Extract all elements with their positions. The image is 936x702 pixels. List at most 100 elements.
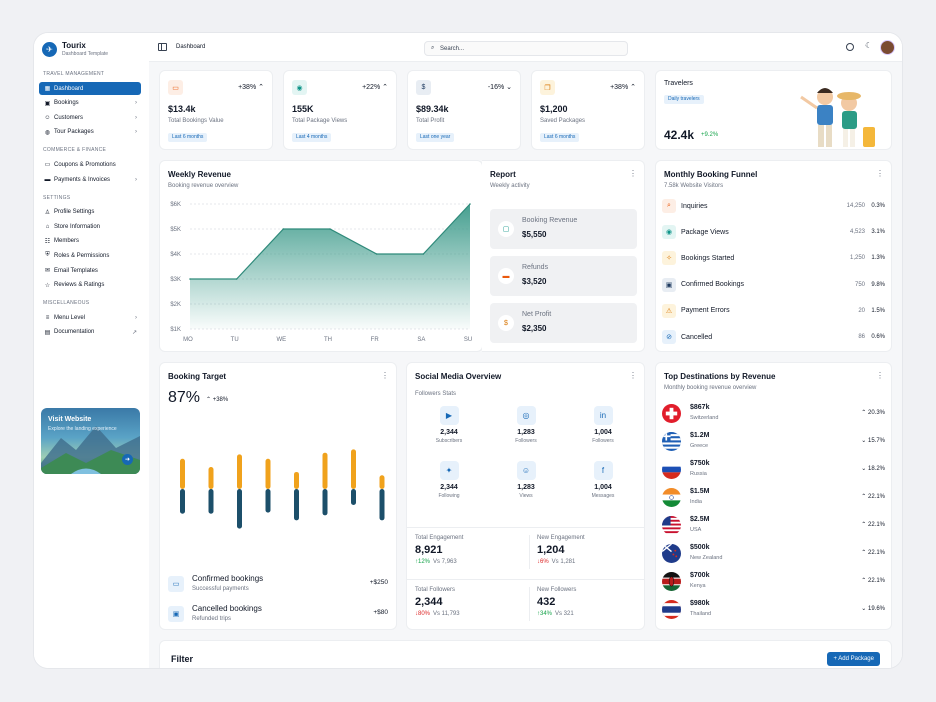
x-tick-label: SA [417,337,425,343]
breadcrumb[interactable]: Dashboard [176,44,206,50]
destination-change: ⌄ 18.2% [861,465,885,472]
target-bar-bottom [322,489,328,516]
data-point [469,203,471,205]
engagement-stat: New Engagement 1,204 ↓6% Vs 1,281 [537,535,585,565]
palette-icon[interactable] [846,43,854,51]
destination-row[interactable]: $1.5M India ⌃ 22.1% [662,486,885,508]
sidebar-item-payments-invoices[interactable]: ▬ Payments & Invoices › [39,173,141,186]
search-input[interactable]: ⌕ Search... [424,41,628,56]
travelers-value: 42.4k [664,128,695,142]
social-stat[interactable]: ▶ 2,344 Subscribers [419,406,479,444]
kpi-card: $ -16% ⌄ $89.34k Total Profit Last one year [407,70,521,150]
search-icon: ⌕ [662,199,676,213]
ticket-icon: ▭ [44,162,51,169]
social-stat[interactable]: ◎ 1,283 Followers [496,406,556,444]
sidebar-item-profile-settings[interactable]: ♙ Profile Settings [39,206,141,219]
y-tick-label: $4K [170,252,181,258]
moon-icon[interactable]: ☾ [865,41,873,50]
arrow-right-icon[interactable]: ➜ [122,454,133,465]
engagement-stat-compare: ↓80% Vs 11,793 [415,611,460,617]
funnel-row[interactable]: ✧ Bookings Started 1,250 1.3% [662,249,885,267]
sidebar-toggle-icon[interactable] [158,43,167,51]
booking-funnel-card: Monthly Booking Funnel 7.58k Website Vis… [655,160,892,352]
nav-section-title: MISCELLANEOUS [43,300,90,307]
data-point [235,278,238,280]
report-item-value: $5,550 [522,230,547,239]
destination-row[interactable]: $2.5M USA ⌃ 22.1% [662,514,885,536]
more-options-icon[interactable]: ⋮ [629,371,637,380]
destination-row[interactable]: $1.2M Greece ⌄ 15.7% [662,430,885,452]
kpi-value: $1,200 [540,104,568,114]
chevron-up-icon: ⌃ [861,522,868,528]
target-bar-bottom [237,489,242,529]
social-stat[interactable]: ☺ 1,283 Views [496,461,556,499]
sidebar-item-store-information[interactable]: ⌂ Store Information [39,220,141,233]
sidebar-item-label: Coupons & Promotions [54,161,116,168]
destination-row[interactable]: $500k New Zealand ⌃ 22.1% [662,542,885,564]
social-title: Social Media Overview [415,372,502,381]
destination-percent: 15.7% [867,438,885,444]
more-options-icon[interactable]: ⋮ [876,371,884,380]
sidebar-item-roles-permissions[interactable]: ⛨ Roles & Permissions [39,249,141,262]
shield-icon: ⛨ [45,252,50,259]
doc-icon: ▤ [44,329,51,336]
report-item[interactable]: ▢ Booking Revenue $5,550 [490,209,637,249]
card-icon: ▬ [498,268,514,284]
sidebar-item-documentation[interactable]: ▤ Documentation ↗ [39,326,141,339]
more-options-icon[interactable]: ⋮ [629,169,637,178]
engagement-stat: Total Followers 2,344 ↓80% Vs 11,793 [415,587,460,617]
sidebar-item-menu-level[interactable]: ≡ Menu Level › [39,311,141,324]
target-bar-bottom [379,489,385,521]
engagement-delta: 6% [540,559,549,565]
sidebar-item-reviews-ratings[interactable]: ☆ Reviews & Ratings [39,279,141,292]
funnel-count: 14,250 [846,203,865,209]
report-item[interactable]: ▬ Refunds $3,520 [490,256,637,296]
destination-row[interactable]: $867k Switzerland ⌃ 20.3% [662,402,885,424]
sidebar-item-customers[interactable]: ☺ Customers › [39,111,141,124]
visit-website-card[interactable]: Visit Website Explore the landing experi… [41,408,140,474]
twitter-icon: ✦ [439,461,459,480]
kpi-change-value: -16% [487,84,505,91]
sidebar-item-bookings[interactable]: ▣ Bookings › [39,97,141,110]
funnel-stage: Confirmed Bookings [681,281,745,289]
social-stat[interactable]: in 1,004 Followers [573,406,633,444]
divider [407,527,644,528]
target-bar-bottom [180,489,185,514]
avatar[interactable] [880,40,895,55]
destination-percent: 20.3% [867,410,885,416]
target-item[interactable]: ▭ Confirmed bookings Successful payments +$… [168,573,388,595]
funnel-percent: 1.5% [871,307,885,314]
user-icon: ♙ [44,209,51,216]
destination-row[interactable]: $700k Kenya ⌃ 22.1% [662,570,885,592]
social-stat[interactable]: f 1,004 Messages [573,461,633,499]
funnel-row[interactable]: ⌕ Inquiries 14,250 0.3% [662,197,885,215]
add-package-button[interactable]: + Add Package [827,652,880,666]
funnel-row[interactable]: ▣ Confirmed Bookings 750 9.8% [662,276,885,294]
social-stat-label: Messages [591,493,615,499]
destination-row[interactable]: $750k Russia ⌄ 18.2% [662,458,885,480]
target-item[interactable]: ▣ Cancelled bookings Refunded trips +$80 [168,603,388,625]
sidebar-item-dashboard[interactable]: ▦ Dashboard [39,82,141,95]
funnel-row[interactable]: ◉ Package Views 4,523 3.1% [662,223,885,241]
destination-revenue: $980k [690,600,710,607]
sidebar-item-members[interactable]: ☷ Members [39,235,141,248]
brand[interactable]: ✈ Tourix Dashboard Template [42,41,108,57]
funnel-row[interactable]: ⊘ Cancelled 86 0.6% [662,328,885,346]
funnel-row[interactable]: ⚠ Payment Errors 20 1.5% [662,302,885,320]
report-item[interactable]: $ Net Profit $2,350 [490,303,637,343]
destination-country: Greece [690,443,709,449]
chevron-up-icon: ⌃ [861,578,868,584]
arrow-up-icon: ↑ [415,559,418,565]
sidebar-item-label: Menu Level [54,314,86,321]
sidebar-item-coupons-promotions[interactable]: ▭ Coupons & Promotions [39,158,141,171]
destination-country: USA [690,527,702,533]
sidebar-item-email-templates[interactable]: ✉ Email Templates [39,264,141,277]
more-options-icon[interactable]: ⋮ [876,169,884,178]
sidebar-item-tour-packages[interactable]: ◍ Tour Packages › [39,126,141,139]
more-options-icon[interactable]: ⋮ [381,371,389,380]
kpi-change-value: +38% [238,84,257,91]
bookmark-icon: ❐ [540,80,555,95]
destination-row[interactable]: $980k Thailand ⌄ 19.6% [662,598,885,620]
ch-flag-icon [662,404,681,423]
social-stat[interactable]: ✦ 2,344 Following [419,461,479,499]
